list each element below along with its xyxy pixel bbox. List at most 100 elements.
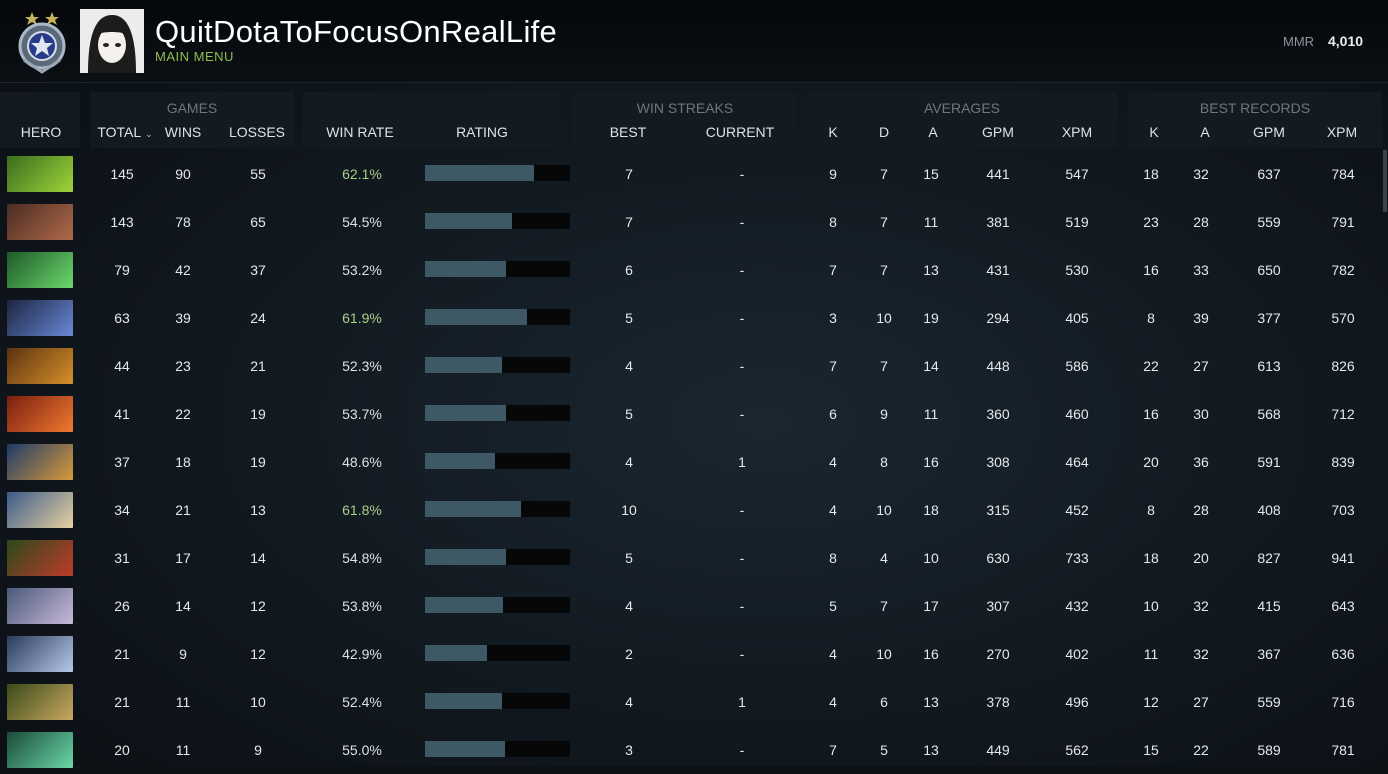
rating-bar: [425, 501, 570, 517]
cell-avg-xpm: 733: [1065, 550, 1089, 566]
games-header-panel: [90, 92, 294, 148]
cell-best-streak: 4: [625, 694, 633, 710]
cell-avg-gpm: 630: [986, 550, 1010, 566]
cell-best-kills: 18: [1143, 166, 1159, 182]
column-header-hero[interactable]: HERO: [20, 124, 62, 140]
cell-avg-assists: 16: [923, 646, 939, 662]
column-header-avg-gpm[interactable]: GPM: [982, 124, 1014, 140]
column-header-best-kills[interactable]: K: [1149, 124, 1159, 140]
cell-wins: 78: [175, 214, 191, 230]
cell-current-streak: -: [739, 406, 745, 422]
cell-win-rate: 54.5%: [342, 214, 382, 230]
table-row[interactable]: 21 11 10 52.4% 4 1 4 6 13 378 496 12 27 559 716: [0, 678, 1382, 726]
cell-total-games: 21: [114, 694, 130, 710]
scrollbar[interactable]: [1383, 150, 1387, 212]
hero-portrait[interactable]: [7, 396, 73, 432]
column-header-rating[interactable]: RATING: [456, 124, 508, 140]
column-header-current-streak[interactable]: CURRENT: [705, 124, 775, 140]
table-row[interactable]: 41 22 19 53.7% 5 - 6 9 11 360 460 16 30 568 712: [0, 390, 1382, 438]
cell-avg-kills: 7: [829, 358, 837, 374]
cell-best-gpm: 559: [1257, 694, 1281, 710]
cell-wins: 14: [175, 598, 191, 614]
cell-best-streak: 6: [625, 262, 633, 278]
mmr-label: MMR: [1283, 34, 1315, 49]
cell-avg-assists: 13: [923, 694, 939, 710]
main-menu-link[interactable]: MAIN MENU: [155, 49, 234, 64]
hero-portrait[interactable]: [7, 444, 73, 480]
column-header-best-assists[interactable]: A: [1200, 124, 1210, 140]
cell-best-assists: 20: [1193, 550, 1209, 566]
cell-avg-gpm: 270: [986, 646, 1010, 662]
column-header-avg-xpm[interactable]: XPM: [1061, 124, 1093, 140]
cell-best-assists: 30: [1193, 406, 1209, 422]
column-header-losses[interactable]: LOSSES: [228, 124, 286, 140]
table-row[interactable]: 34 21 13 61.8% 10 - 4 10 18 315 452 8 28 408 703: [0, 486, 1382, 534]
table-row[interactable]: 145 90 55 62.1% 7 - 9 7 15 441 547 18 32 637 784: [0, 150, 1382, 198]
table-row[interactable]: 79 42 37 53.2% 6 - 7 7 13 431 530 16 33 650 782: [0, 246, 1382, 294]
table-row[interactable]: 63 39 24 61.9% 5 - 3 10 19 294 405 8 39 377 570: [0, 294, 1382, 342]
rating-bar-fill: [425, 597, 504, 613]
cell-best-xpm: 784: [1331, 166, 1355, 182]
column-header-wins[interactable]: WINS: [164, 124, 202, 140]
cell-best-assists: 27: [1193, 358, 1209, 374]
cell-avg-gpm: 381: [986, 214, 1010, 230]
hero-portrait[interactable]: [7, 732, 73, 768]
table-row[interactable]: 44 23 21 52.3% 4 - 7 7 14 448 586 22 27 613 826: [0, 342, 1382, 390]
cell-wins: 18: [175, 454, 191, 470]
column-header-best-streak[interactable]: BEST: [609, 124, 647, 140]
cell-avg-xpm: 452: [1065, 502, 1089, 518]
hero-portrait[interactable]: [7, 204, 73, 240]
table-row[interactable]: 31 17 14 54.8% 5 - 8 4 10 630 733 18 20 827 941: [0, 534, 1382, 582]
table-row[interactable]: 21 9 12 42.9% 2 - 4 10 16 270 402 11 32 367 636: [0, 630, 1382, 678]
cell-best-assists: 36: [1193, 454, 1209, 470]
cell-avg-kills: 8: [829, 550, 837, 566]
rating-bar-fill: [425, 549, 507, 565]
hero-portrait[interactable]: [7, 540, 73, 576]
cell-avg-gpm: 448: [986, 358, 1010, 374]
cell-wins: 39: [175, 310, 191, 326]
rating-bar-fill: [425, 165, 534, 181]
column-header-avg-deaths[interactable]: D: [878, 124, 890, 140]
rating-bar-fill: [425, 261, 507, 277]
cell-current-streak: 1: [738, 454, 746, 470]
winrate-header-panel: [303, 92, 561, 148]
cell-losses: 19: [250, 406, 266, 422]
column-header-win-rate[interactable]: WIN RATE: [326, 124, 394, 140]
table-row[interactable]: 143 78 65 54.5% 7 - 8 7 11 381 519 23 28 559 791: [0, 198, 1382, 246]
hero-portrait[interactable]: [7, 636, 73, 672]
hero-portrait[interactable]: [7, 300, 73, 336]
hero-portrait[interactable]: [7, 588, 73, 624]
column-header-total[interactable]: TOTAL ⌄: [90, 124, 160, 140]
cell-total-games: 79: [114, 262, 130, 278]
avatar[interactable]: [80, 9, 144, 73]
column-header-best-gpm[interactable]: GPM: [1253, 124, 1285, 140]
hero-portrait[interactable]: [7, 348, 73, 384]
table-row[interactable]: 20 11 9 55.0% 3 - 7 5 13 449 562 15 22 589 781: [0, 726, 1382, 774]
cell-total-games: 44: [114, 358, 130, 374]
cell-avg-deaths: 9: [880, 406, 888, 422]
column-header-avg-assists[interactable]: A: [928, 124, 938, 140]
cell-best-xpm: 643: [1331, 598, 1355, 614]
table-row[interactable]: 26 14 12 53.8% 4 - 5 7 17 307 432 10 32 415 643: [0, 582, 1382, 630]
cell-best-assists: 22: [1193, 742, 1209, 758]
cell-win-rate: 62.1%: [342, 166, 382, 182]
hero-portrait[interactable]: [7, 156, 73, 192]
cell-best-kills: 11: [1143, 646, 1159, 662]
hero-portrait[interactable]: [7, 252, 73, 288]
cell-avg-assists: 13: [923, 262, 939, 278]
column-header-best-xpm[interactable]: XPM: [1326, 124, 1358, 140]
averages-header-panel: [807, 92, 1117, 148]
cell-best-kills: 8: [1147, 310, 1155, 326]
cell-losses: 65: [250, 214, 266, 230]
column-header-avg-kills[interactable]: K: [828, 124, 838, 140]
cell-best-xpm: 570: [1331, 310, 1355, 326]
hero-portrait[interactable]: [7, 492, 73, 528]
hero-portrait[interactable]: [7, 684, 73, 720]
cell-losses: 24: [250, 310, 266, 326]
cell-best-xpm: 941: [1331, 550, 1355, 566]
cell-avg-gpm: 449: [986, 742, 1010, 758]
cell-avg-deaths: 8: [880, 454, 888, 470]
cell-best-gpm: 559: [1257, 214, 1281, 230]
table-row[interactable]: 37 18 19 48.6% 4 1 4 8 16 308 464 20 36 591 839: [0, 438, 1382, 486]
cell-avg-assists: 18: [923, 502, 939, 518]
